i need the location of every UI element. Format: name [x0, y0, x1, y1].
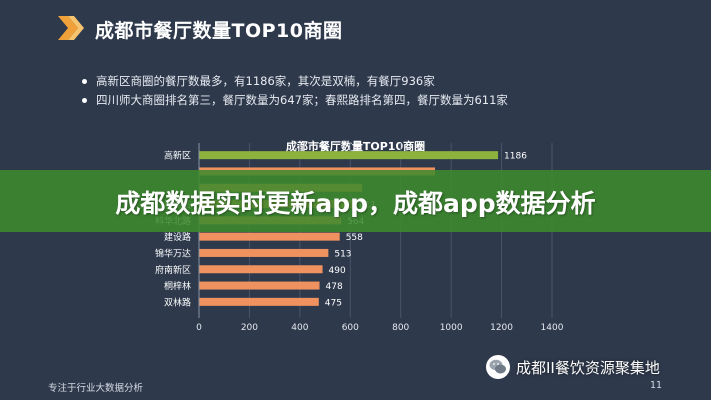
- category-label: 高新区: [164, 150, 191, 162]
- bullet-dot: [82, 98, 87, 103]
- footer-text: 专注于行业大数据分析: [48, 383, 144, 394]
- bar: [199, 151, 499, 160]
- value-label: 1186: [504, 152, 527, 162]
- page-number: 11: [650, 380, 663, 391]
- x-tick-label: 1400: [541, 323, 564, 333]
- bar: [199, 265, 323, 274]
- bullet-text: 四川师大商圈排名第三，餐厅数量为647家；春熙路排名第四，餐厅数量为611家: [96, 93, 508, 107]
- category-label: 锦华万达: [155, 247, 191, 259]
- x-tick-label: 200: [241, 323, 258, 333]
- value-label: 513: [334, 249, 351, 259]
- x-tick-label: 1000: [440, 323, 463, 333]
- x-tick-label: 0: [196, 323, 202, 333]
- chart-title: 成都市餐厅数量TOP10商圈: [285, 140, 426, 153]
- bar: [199, 248, 329, 257]
- value-label: 490: [329, 266, 346, 276]
- category-label: 双林路: [164, 296, 191, 308]
- watermark-text: 成都II餐饮资源聚集地: [516, 358, 660, 377]
- double-chevron-icon: [58, 16, 84, 40]
- category-label: 建设路: [164, 231, 191, 243]
- watermark: 成都II餐饮资源聚集地: [486, 355, 660, 379]
- bar: [199, 232, 340, 241]
- bullet-item: 四川师大商圈排名第三，餐厅数量为647家；春熙路排名第四，餐厅数量为611家: [82, 91, 508, 110]
- value-label: 478: [326, 282, 343, 292]
- bullet-list: 高新区商圈的餐厅数最多，有1186家，其次是双楠，有餐厅936家 四川师大商圈排…: [82, 72, 508, 110]
- value-label: 558: [346, 233, 363, 243]
- bullet-item: 高新区商圈的餐厅数最多，有1186家，其次是双楠，有餐厅936家: [82, 72, 508, 91]
- page-title: 成都市餐厅数量TOP10商圈: [95, 20, 343, 42]
- overlay-banner: [0, 170, 711, 232]
- bullet-text: 高新区商圈的餐厅数最多，有1186家，其次是双楠，有餐厅936家: [96, 74, 435, 88]
- wechat-icon: [486, 355, 510, 379]
- category-label: 桐梓林: [164, 280, 191, 292]
- value-label: 475: [325, 298, 342, 308]
- x-tick-label: 600: [342, 323, 359, 333]
- bullet-dot: [82, 79, 87, 84]
- x-tick-label: 1200: [490, 323, 513, 333]
- x-tick-label: 400: [291, 323, 308, 333]
- bar: [199, 281, 320, 290]
- bar: [199, 297, 319, 306]
- x-tick-label: 800: [392, 323, 409, 333]
- category-label: 府南新区: [155, 264, 191, 276]
- banner-text: 成都数据实时更新app，成都app数据分析: [115, 189, 596, 218]
